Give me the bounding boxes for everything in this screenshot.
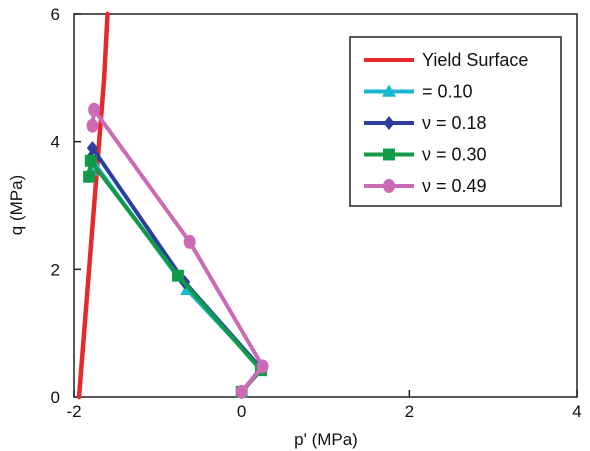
y-tick-label: 4	[51, 133, 60, 152]
data-point	[88, 102, 101, 117]
data-point	[183, 234, 196, 249]
y-tick-label: 2	[51, 260, 60, 279]
axis-ticks: -2 0 2 4 0 2 4 6	[51, 5, 582, 421]
x-tick-label: -2	[66, 402, 81, 421]
legend-label: = 0.10	[422, 82, 473, 102]
series-layer	[76, 11, 269, 400]
y-tick-label: 6	[51, 5, 60, 24]
legend-label: Yield Surface	[422, 50, 528, 70]
data-point	[86, 141, 99, 156]
series-3	[83, 154, 267, 398]
legend-label: ν = 0.30	[422, 145, 487, 165]
legend-marker	[382, 84, 396, 97]
y-tick-label: 0	[51, 388, 60, 407]
series-0	[76, 11, 110, 400]
legend-marker	[383, 116, 395, 130]
legend-entry: ν = 0.49	[364, 176, 487, 196]
y-axis-label: q (MPa)	[7, 175, 26, 235]
x-tick-label: 0	[237, 402, 246, 421]
x-tick-label: 4	[572, 402, 581, 421]
data-point	[83, 170, 96, 183]
series-4	[86, 102, 269, 399]
data-point	[235, 384, 248, 399]
legend-entry: ν = 0.18	[364, 113, 487, 133]
legend-label: ν = 0.18	[422, 113, 487, 133]
data-point	[256, 359, 269, 374]
series-line	[90, 107, 265, 394]
legend-entry: ν = 0.30	[364, 145, 487, 165]
plot-frame	[73, 13, 578, 398]
series-line	[76, 11, 110, 400]
legend-entry: = 0.10	[364, 82, 473, 102]
legend: Yield Surface = 0.10 ν = 0.18 ν = 0.30 ν = 0…	[349, 36, 562, 207]
x-axis-label: p' (MPa)	[294, 430, 358, 449]
legend-marker	[383, 179, 395, 193]
data-point	[84, 154, 97, 167]
data-point	[172, 269, 184, 282]
x-tick-label: 2	[405, 402, 414, 421]
data-point	[86, 118, 99, 133]
legend-label: ν = 0.49	[422, 176, 487, 196]
legend-entry: Yield Surface	[364, 50, 528, 70]
legend-marker	[383, 148, 395, 161]
